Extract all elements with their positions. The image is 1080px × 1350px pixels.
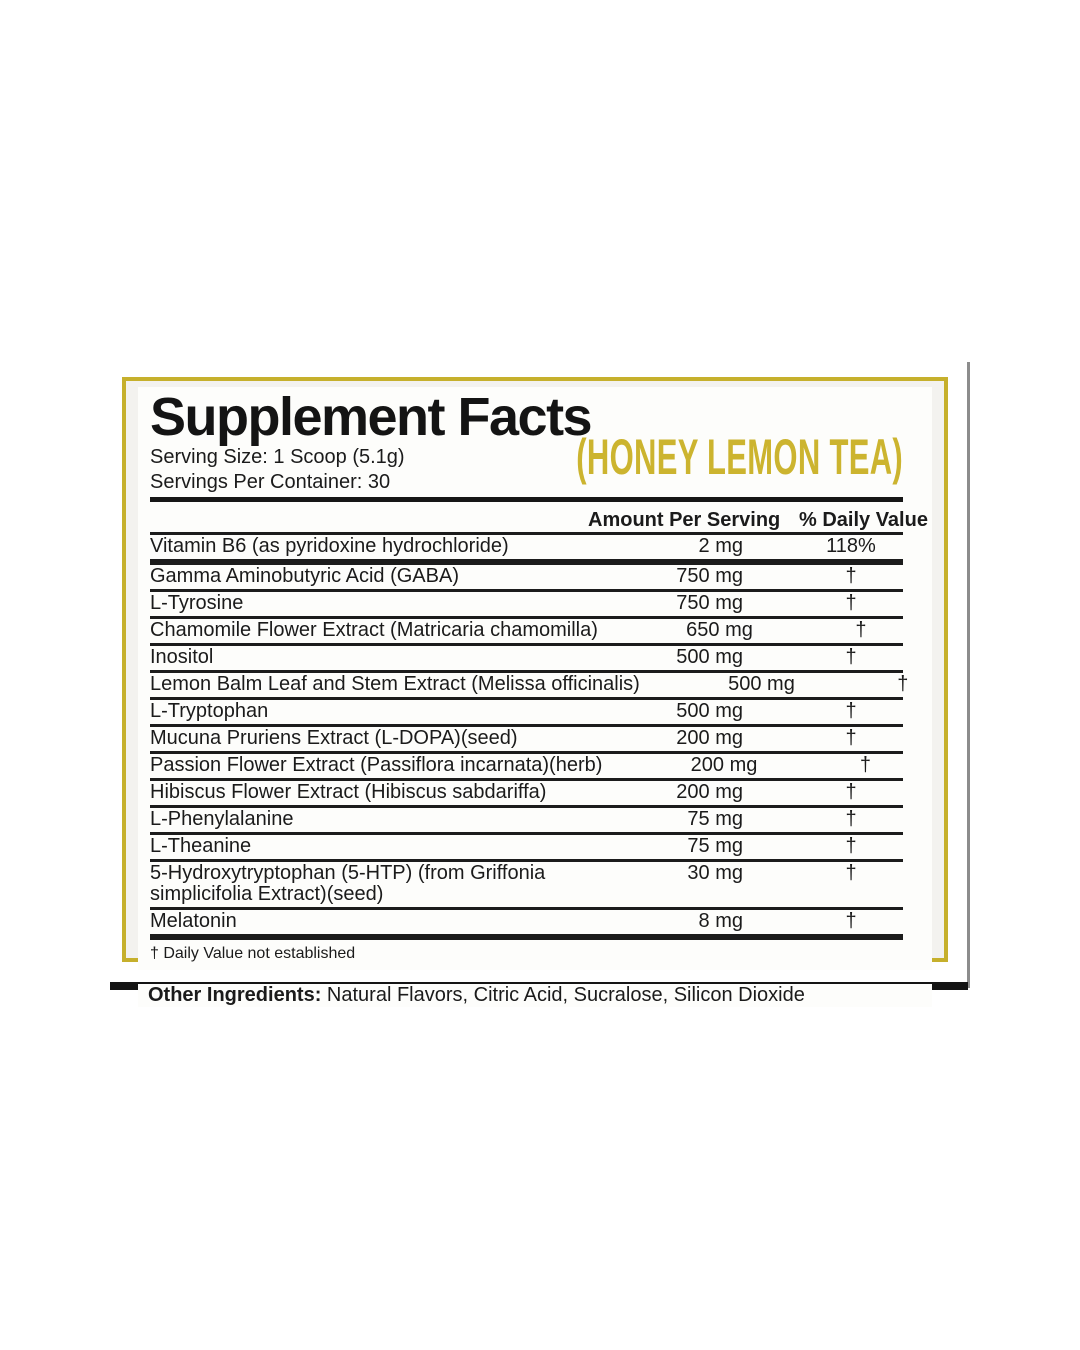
ingredient-amount: 750 mg xyxy=(676,592,743,614)
other-ingredients-card: Other Ingredients: Natural Flavors, Citr… xyxy=(138,984,932,1007)
table-row: Melatonin 8 mg † xyxy=(150,910,903,940)
serving-size: Serving Size: 1 Scoop (5.1g) xyxy=(150,446,405,468)
ingredient-amount: 650 mg xyxy=(686,619,753,641)
header-amount-per-serving: Amount Per Serving xyxy=(588,509,781,531)
ingredient-amount: 200 mg xyxy=(690,754,758,776)
ingredient-name: 5-Hydroxytryptophan (5-HTP) (from Griffo… xyxy=(150,862,546,905)
ingredient-name: Vitamin B6 (as pyridoxine hydrochloride) xyxy=(150,535,509,557)
table-row: Chamomile Flower Extract (Matricaria cha… xyxy=(150,619,903,646)
table-row: L-Theanine 75 mg † xyxy=(150,835,903,862)
table-row: Inositol 500 mg † xyxy=(150,646,903,673)
ingredient-name: L-Tyrosine xyxy=(150,592,244,614)
table-row: Hibiscus Flower Extract (Hibiscus sabdar… xyxy=(150,781,903,808)
table-row: L-Tryptophan 500 mg † xyxy=(150,700,903,727)
ingredient-table: Vitamin B6 (as pyridoxine hydrochloride)… xyxy=(150,535,908,940)
ingredient-amount: 200 mg xyxy=(676,727,743,749)
ingredient-name: Gamma Aminobutyric Acid (GABA) xyxy=(150,565,459,587)
divider-thick-top xyxy=(150,497,903,502)
ingredient-daily-value: † xyxy=(845,646,857,668)
ingredient-daily-value: † xyxy=(845,781,857,803)
ingredient-daily-value: † xyxy=(855,619,867,641)
ingredient-daily-value: † xyxy=(897,673,909,695)
ingredient-amount: 8 mg xyxy=(698,910,743,932)
table-row: Gamma Aminobutyric Acid (GABA) 750 mg † xyxy=(150,565,903,592)
ingredient-name: Passion Flower Extract (Passiflora incar… xyxy=(150,754,603,776)
ingredient-name: Chamomile Flower Extract (Matricaria cha… xyxy=(150,619,598,641)
panel-title: Supplement Facts xyxy=(150,387,593,447)
table-header-row: Amount Per Serving % Daily Value xyxy=(150,509,928,535)
ingredient-name: Lemon Balm Leaf and Stem Extract (Meliss… xyxy=(150,673,640,695)
ingredient-name: L-Phenylalanine xyxy=(150,808,294,830)
ingredient-daily-value: † xyxy=(845,862,857,884)
ingredient-daily-value: † xyxy=(845,700,857,722)
ingredient-amount: 500 mg xyxy=(728,673,795,695)
photo-edge-line xyxy=(967,362,970,988)
ingredient-daily-value: † xyxy=(845,592,857,614)
daily-value-footnote: † Daily Value not established xyxy=(150,945,356,962)
other-ingredients-label: Other Ingredients: xyxy=(148,984,322,1006)
ingredient-daily-value: † xyxy=(845,727,857,749)
ingredient-name: Hibiscus Flower Extract (Hibiscus sabdar… xyxy=(150,781,547,803)
flavor-name: (HONEY LEMON TEA) xyxy=(576,429,903,485)
ingredient-amount: 200 mg xyxy=(676,781,743,803)
table-row: Mucuna Pruriens Extract (L-DOPA)(seed) 20… xyxy=(150,727,903,754)
servings-per-container: Servings Per Container: 30 xyxy=(150,471,391,493)
ingredient-name: L-Theanine xyxy=(150,835,252,857)
ingredient-name: Mucuna Pruriens Extract (L-DOPA)(seed) xyxy=(150,727,518,749)
ingredient-amount: 750 mg xyxy=(676,565,743,587)
ingredient-daily-value: † xyxy=(845,910,857,932)
table-row: L-Tyrosine 750 mg † xyxy=(150,592,903,619)
ingredient-amount: 500 mg xyxy=(676,646,743,668)
ingredient-daily-value: † xyxy=(845,565,857,587)
ingredient-amount: 75 mg xyxy=(687,808,743,830)
table-row: L-Phenylalanine 75 mg † xyxy=(150,808,903,835)
header-daily-value: % Daily Value xyxy=(799,509,928,531)
ingredient-name: L-Tryptophan xyxy=(150,700,269,722)
ingredient-daily-value: † xyxy=(845,835,857,857)
ingredient-amount: 75 mg xyxy=(687,835,743,857)
ingredient-amount: 30 mg xyxy=(687,862,743,884)
ingredient-daily-value: 118% xyxy=(826,535,876,557)
table-row: Passion Flower Extract (Passiflora incar… xyxy=(150,754,903,781)
ingredient-amount: 500 mg xyxy=(676,700,743,722)
facts-main-card: Supplement Facts (HONEY LEMON TEA) Servi… xyxy=(138,387,932,970)
supplement-facts-panel: Supplement Facts (HONEY LEMON TEA) Servi… xyxy=(122,377,948,1007)
table-row: 5-Hydroxytryptophan (5-HTP) (from Griffo… xyxy=(150,862,903,910)
ingredient-name: Inositol xyxy=(150,646,214,668)
ingredient-daily-value: † xyxy=(859,754,871,776)
ingredient-name: Melatonin xyxy=(150,910,237,932)
ingredient-amount: 2 mg xyxy=(698,535,743,557)
table-row: Vitamin B6 (as pyridoxine hydrochloride)… xyxy=(150,535,903,565)
table-row: Lemon Balm Leaf and Stem Extract (Meliss… xyxy=(150,673,908,700)
ingredient-daily-value: † xyxy=(845,808,857,830)
other-ingredients-text: Natural Flavors, Citric Acid, Sucralose,… xyxy=(321,984,805,1006)
serving-info: Serving Size: 1 Scoop (5.1g) Servings Pe… xyxy=(150,445,903,495)
